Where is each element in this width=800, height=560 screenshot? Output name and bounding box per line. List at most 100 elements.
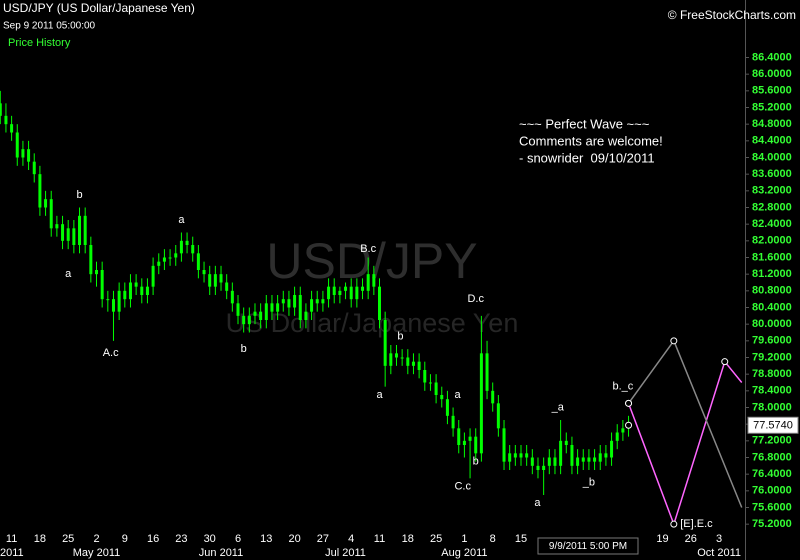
candle-body: [587, 457, 591, 462]
x-month-label: May 2011: [73, 547, 121, 559]
y-tick-label: 75.2000: [752, 518, 792, 530]
x-tick-label: 15: [515, 533, 527, 545]
candle-body: [242, 315, 246, 325]
y-tick-label: 83.6000: [752, 168, 792, 180]
candle-body: [344, 286, 348, 291]
wave-label: [E].E.c: [680, 518, 713, 530]
candle-body: [95, 270, 99, 275]
candle-body: [191, 245, 195, 254]
candle-body: [315, 299, 319, 304]
candle-body: [474, 436, 478, 454]
y-tick-label: 77.2000: [752, 435, 792, 447]
candle-body: [440, 395, 444, 400]
x-month-label: Jul 2011: [325, 547, 366, 559]
x-tick-label: 2: [93, 533, 99, 545]
y-tick-label: 76.4000: [752, 468, 792, 480]
candle-body: [355, 286, 359, 300]
y-tick-label: 85.2000: [752, 101, 792, 113]
candle-body: [411, 361, 415, 366]
candle-body: [253, 311, 257, 316]
x-tick-label: 6: [235, 533, 241, 545]
watermark-subtitle: US Dollar/Japanese Yen: [226, 308, 519, 338]
candle-body: [236, 303, 240, 316]
plot-area: b a A.c a b B.c a b a D.c C.c b a _a _b b._c [E].E.c: [0, 90, 743, 530]
candle-body: [49, 199, 53, 229]
crosshair-date-frame: [537, 537, 639, 555]
candle-body: [598, 453, 602, 462]
wave-label: a: [376, 389, 383, 401]
candle-body: [208, 274, 212, 287]
candle-body: [378, 286, 382, 320]
candle-body: [202, 270, 206, 275]
candle-body: [55, 224, 59, 229]
candle-body: [462, 440, 466, 445]
projection-point: [625, 399, 633, 407]
price-box-label: 77.5740: [753, 420, 793, 432]
wave-label: a: [455, 389, 462, 401]
candle-body: [185, 240, 189, 245]
candle-body: [140, 286, 144, 295]
candle-body: [298, 295, 302, 320]
x-tick-label: 4: [348, 533, 354, 545]
watermark-group: USD/JPY US Dollar/Japanese Yen: [226, 233, 519, 338]
annotation-line: - snowrider 09/10/2011: [519, 150, 655, 165]
x-tick-label: 20: [288, 533, 300, 545]
candle-body: [117, 290, 121, 312]
y-tick-label: 82.4000: [752, 218, 792, 230]
y-tick-label: 86.0000: [752, 68, 792, 80]
candle-body: [547, 457, 551, 466]
candle-body: [276, 303, 280, 312]
candle-body: [145, 286, 149, 295]
candle-body: [496, 403, 500, 429]
last-price-marker: [625, 421, 633, 429]
y-tick-label: 80.8000: [752, 285, 792, 297]
wave-label: _b: [582, 476, 595, 488]
candle-body: [213, 274, 217, 287]
candle-body: [428, 382, 432, 384]
watermark: USD/JPY: [266, 233, 477, 289]
wave-label: a: [178, 214, 185, 226]
candle-body: [10, 124, 14, 133]
annotation-line: Comments are welcome!: [519, 133, 663, 148]
candle-body: [4, 115, 8, 125]
candle-body: [162, 257, 166, 262]
x-tick-label: 18: [402, 533, 414, 545]
candle-body: [230, 290, 234, 304]
candle-body: [83, 215, 87, 245]
candle-body: [15, 132, 19, 158]
x-tick-label: 25: [62, 533, 74, 545]
candle-body: [111, 299, 115, 312]
crosshair-date-box: 9/9/2011 5:00 PM: [537, 537, 639, 555]
candle-body: [485, 353, 489, 391]
candle-body: [468, 436, 472, 441]
y-tick-label: 81.2000: [752, 268, 792, 280]
y-tick-label: 79.6000: [752, 335, 792, 347]
wave-label: a: [65, 268, 72, 280]
x-tick-label: 13: [260, 533, 272, 545]
x-tick-label: 18: [34, 533, 46, 545]
candle-body: [621, 428, 625, 433]
y-tick-label: 78.4000: [752, 385, 792, 397]
y-tick-label: 76.0000: [752, 485, 792, 497]
candle-body: [479, 353, 483, 454]
y-tick-label: 81.6000: [752, 251, 792, 263]
candle-body: [406, 357, 410, 366]
x-tick-label: 8: [490, 533, 496, 545]
x-tick-label: 25: [430, 533, 442, 545]
x-tick-label: 26: [685, 533, 697, 545]
candle-body: [310, 299, 314, 312]
candle-body: [321, 299, 325, 304]
wave-label: D.c: [467, 293, 484, 305]
candle-body: [179, 240, 183, 254]
candle-body: [281, 299, 285, 304]
candle-body: [604, 453, 608, 458]
y-tick-label: 83.2000: [752, 185, 792, 197]
x-month-label: Aug 2011: [441, 547, 487, 559]
candle-body: [327, 286, 331, 300]
x-tick-label: 30: [204, 533, 216, 545]
candle-body: [451, 415, 455, 429]
candle-body: [32, 161, 36, 175]
y-tick-label: 84.8000: [752, 118, 792, 130]
candle-body: [593, 457, 597, 462]
